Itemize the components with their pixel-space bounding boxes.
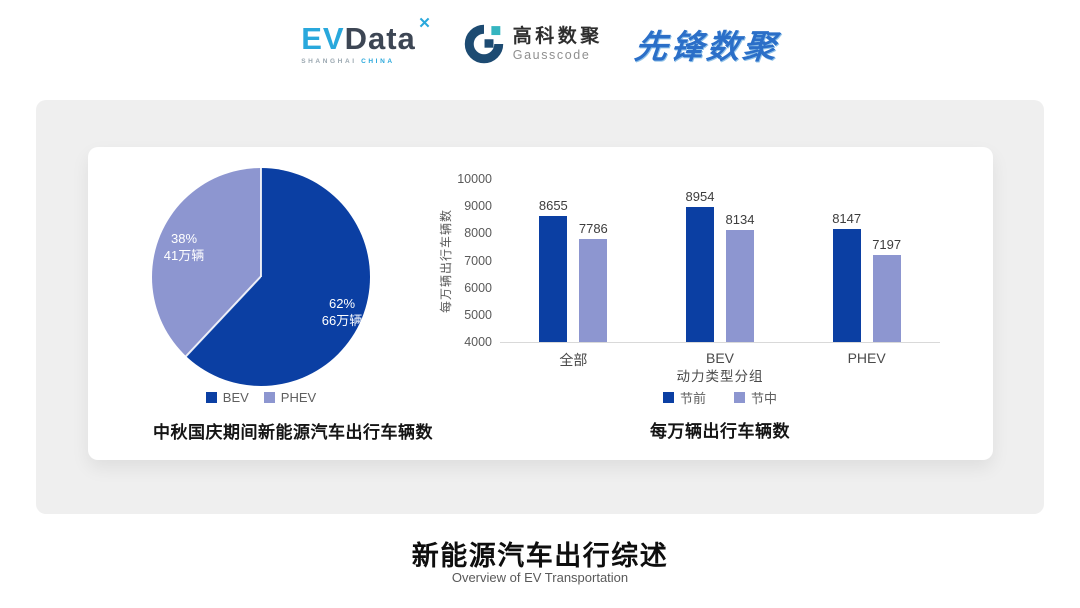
bar-BEV-节中 <box>726 229 754 342</box>
page-title: 新能源汽车出行综述 <box>411 541 669 571</box>
legend-label: 节前 <box>679 391 706 406</box>
pie-chart-title: 中秋国庆期间新能源汽车出行车辆数 <box>153 423 433 442</box>
pie-graphic <box>152 168 370 386</box>
evdata-subtitle-shanghai: SHANGHAI <box>301 58 357 65</box>
legend-item: PHEV <box>263 390 317 405</box>
bar-chart-title: 每万辆出行车辆数 <box>650 422 790 441</box>
header-logos: EVData ✕ SHANGHAI CHINA 高科数聚 Gausscode 先… <box>0 16 1080 68</box>
bar-BEV-节前 <box>686 207 714 342</box>
bar-全部-节前 <box>539 215 568 342</box>
category-label-PHEV: PHEV <box>847 350 886 366</box>
gausscode-text: 高科数聚 Gausscode <box>513 26 603 62</box>
page-subtitle: Overview of EV Transportation <box>451 570 629 585</box>
bar-x-axis-label: 动力类型分组 <box>676 369 764 384</box>
evdata-logo: EVData ✕ SHANGHAI CHINA <box>301 16 432 65</box>
y-axis-tick-label: 4000 <box>464 335 492 349</box>
bar-value-label: 7197 <box>872 237 902 253</box>
legend-swatch <box>734 392 745 403</box>
pie-phev-percent: 38% <box>170 231 198 246</box>
pie-bev-count: 66万辆 <box>321 313 363 328</box>
legend-label: BEV <box>222 390 249 405</box>
gausscode-en-name: Gausscode <box>512 47 591 62</box>
pie-slice-label-bev: 62% 66万辆 <box>310 295 374 329</box>
bar-value-label: 8147 <box>832 211 862 227</box>
pie-legend: BEV PHEV <box>152 390 370 405</box>
y-axis-tick-label: 5000 <box>464 307 492 322</box>
legend-swatch <box>205 392 217 403</box>
bar-全部-节中 <box>579 239 608 342</box>
category-label-全部: 全部 <box>559 352 588 368</box>
evdata-subtitle-china: CHINA <box>361 58 395 65</box>
bar-value-label: 7786 <box>578 221 608 237</box>
y-axis-tick-label: 8000 <box>464 226 492 241</box>
bar-legend: 节前 节中 <box>500 388 940 407</box>
evdata-x-icon: ✕ <box>418 15 432 32</box>
legend-swatch <box>263 392 275 403</box>
y-axis-tick-label: 7000 <box>464 253 492 268</box>
legend-item: BEV <box>205 390 249 405</box>
y-axis-tick-label: 9000 <box>464 199 492 214</box>
category-label-BEV: BEV <box>705 350 734 366</box>
pie-phev-count: 41万辆 <box>163 248 205 263</box>
gausscode-cn-name: 高科数聚 <box>512 26 603 48</box>
charts-panel: 38% 41万辆 62% 66万辆 BEV PHEV 中秋国庆期间新能源汽车出行车… <box>36 100 1044 514</box>
bar-value-label: 8954 <box>685 189 715 205</box>
evdata-wordmark: EVData ✕ <box>301 16 432 56</box>
pie-slice-divider <box>185 276 262 357</box>
evdata-data-text: Data <box>344 21 416 56</box>
bar-plot-area: 10000 9000 8000 7000 6000 5000 4000 8655 7786 全部 8… <box>457 172 940 368</box>
legend-label: 节中 <box>751 391 778 406</box>
bar-PHEV-节中 <box>872 255 901 342</box>
xianfeng-logo: 先锋数聚 <box>632 28 781 65</box>
legend-label: PHEV <box>280 390 317 405</box>
y-axis-tick-label: 10000 <box>457 172 492 186</box>
pie-slice-divider <box>260 168 262 277</box>
legend-item: 节中 <box>734 388 777 407</box>
charts-card: 38% 41万辆 62% 66万辆 BEV PHEV 中秋国庆期间新能源汽车出行车… <box>88 147 993 460</box>
gausscode-g-icon <box>464 24 503 64</box>
legend-swatch <box>662 392 674 403</box>
pie-slice-label-phev: 38% 41万辆 <box>152 230 216 264</box>
evdata-subtitle: SHANGHAI CHINA <box>301 58 394 65</box>
legend-item: 节前 <box>662 388 706 407</box>
bar-PHEV-节前 <box>832 229 861 342</box>
y-axis-tick-label: 6000 <box>464 280 492 295</box>
gausscode-logo: 高科数聚 Gausscode <box>464 24 603 64</box>
bar-value-label: 8655 <box>538 197 568 213</box>
pie-bev-percent: 62% <box>328 296 356 311</box>
evdata-ev-text: EV <box>301 21 345 56</box>
bar-value-label: 8134 <box>725 211 755 227</box>
